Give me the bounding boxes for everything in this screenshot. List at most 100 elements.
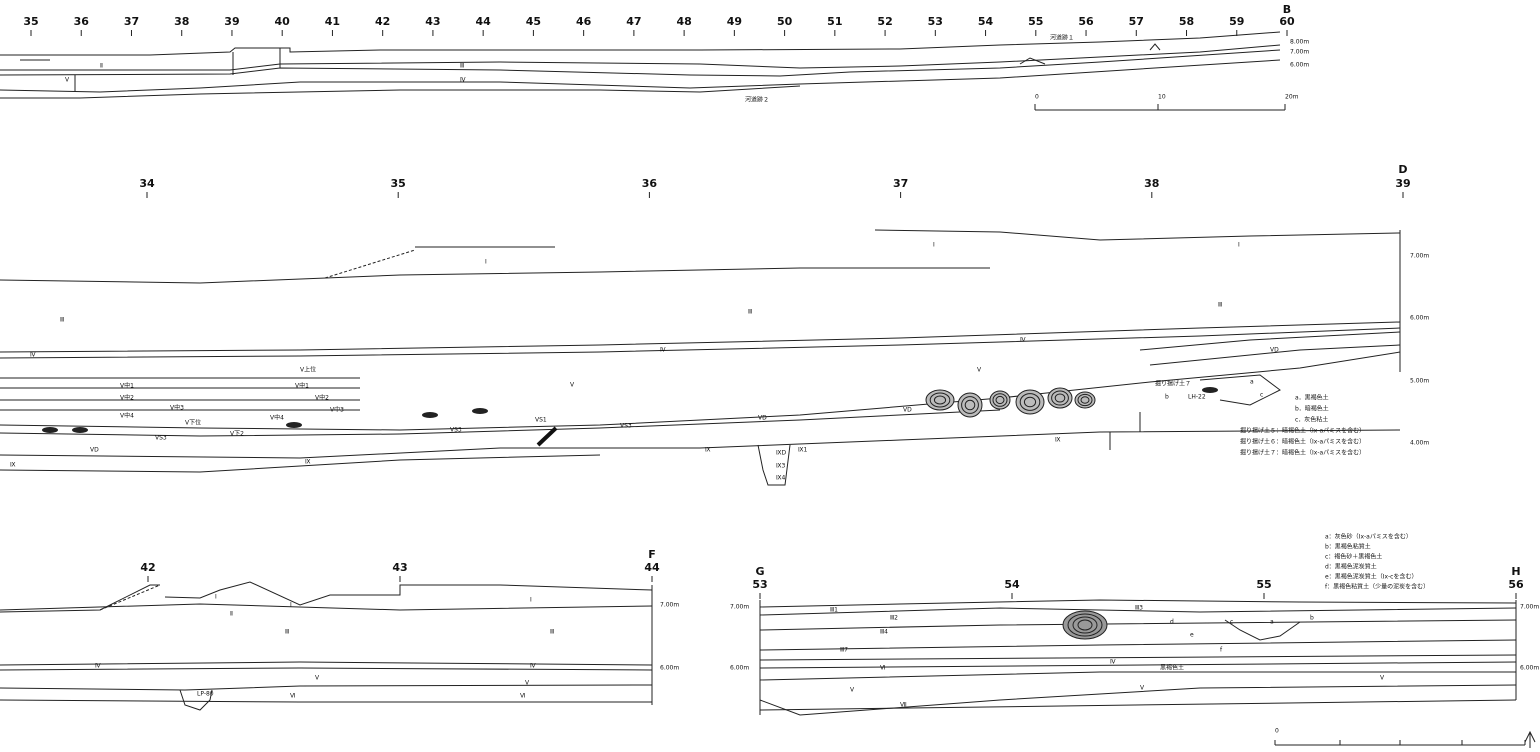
grid-number: 50	[777, 15, 793, 28]
legend-item: a：灰色砂（Ix-aパミスを含む）	[1325, 533, 1412, 541]
label: b	[1310, 615, 1314, 622]
stone	[964, 399, 976, 411]
stratum-line	[1139, 331, 1401, 351]
label: Ⅲ1	[830, 607, 838, 614]
label: 黒褐色土	[1160, 664, 1184, 672]
stone	[1019, 393, 1041, 411]
label: Ⅰ	[1238, 242, 1240, 249]
grid-number: 55	[1256, 578, 1271, 591]
grid-number: 41	[325, 15, 340, 28]
grid-number: 39	[1395, 177, 1410, 190]
stone	[1051, 390, 1069, 406]
stratum-line	[0, 85, 801, 99]
label: Ⅸ	[1055, 437, 1061, 444]
stratum-line	[759, 684, 1517, 716]
label: Ⅴ中4	[270, 414, 284, 422]
grid-number: 57	[1129, 15, 1144, 28]
grid-number: 42	[140, 561, 155, 574]
grid-number: 42	[375, 15, 390, 28]
grid-number: 52	[877, 15, 892, 28]
label: Ⅵ	[880, 665, 886, 672]
grid-number: 39	[224, 15, 239, 28]
grid-number: 44	[476, 15, 492, 28]
elevation-label: 6.00m	[1290, 62, 1309, 69]
stratum-line	[0, 59, 1281, 93]
legend-item: b．暗褐色土	[1295, 405, 1329, 413]
label: ⅤS3	[620, 423, 632, 430]
label: Ⅴ中1	[120, 382, 134, 390]
stone	[1062, 610, 1108, 640]
label: Ⅲ	[550, 629, 554, 636]
stratum-line	[0, 267, 990, 284]
label: Ⅴ中2	[120, 394, 134, 402]
stone	[1072, 616, 1098, 634]
grid-number: 56	[1078, 15, 1094, 28]
label: Ⅱ	[100, 63, 103, 70]
stone	[929, 392, 951, 408]
stratum-line	[759, 661, 1517, 669]
elevation-label: 7.00m	[1520, 604, 1539, 611]
grid-number: 55	[1028, 15, 1043, 28]
label: 河道跡１	[1050, 34, 1074, 42]
grid-number: 37	[893, 177, 908, 190]
stratum-line	[0, 321, 1401, 353]
grid-number: 47	[626, 15, 641, 28]
label: Ⅲ	[460, 63, 464, 70]
stratum-line	[759, 699, 1517, 711]
label: Ⅳ	[530, 663, 536, 670]
scale-label: 20m	[1285, 94, 1299, 101]
stratum-line	[0, 351, 1401, 431]
label: Ⅸ4	[776, 475, 786, 482]
stratum-line	[0, 454, 601, 473]
stratum-line	[1149, 43, 1161, 51]
label: Ⅰ	[933, 242, 935, 249]
elevation-label: 4.00m	[1410, 440, 1429, 447]
label: Ⅴ中4	[120, 412, 134, 420]
label: Ⅵ	[290, 693, 296, 700]
label: ⅤD	[90, 447, 99, 454]
label: Ⅴ	[1140, 685, 1145, 692]
grid-number: 38	[1144, 177, 1159, 190]
stratum-line	[759, 599, 1517, 608]
stone	[933, 395, 947, 405]
label: Ⅱ	[230, 611, 233, 618]
label: Ⅴ中3	[330, 406, 344, 414]
stone	[72, 427, 88, 433]
grid-number: 49	[727, 15, 742, 28]
label: ⅤD	[903, 407, 912, 414]
label: a	[1250, 379, 1254, 386]
label: Ⅸ	[305, 459, 311, 466]
elevation-label: 6.00m	[660, 665, 679, 672]
label: LH-22	[1188, 394, 1206, 401]
label: Ⅴ	[570, 382, 575, 389]
stone	[1023, 396, 1037, 408]
elevation-label: 7.00m	[660, 602, 679, 609]
section-letter: F	[648, 548, 656, 561]
label: Ⅰ	[215, 594, 217, 601]
grid-number: 53	[752, 578, 767, 591]
label: Ⅴ	[65, 77, 70, 84]
stratum-line	[1224, 619, 1301, 641]
grid-number: 56	[1508, 578, 1524, 591]
grid-number: 35	[23, 15, 38, 28]
label: Ⅴ上位	[300, 366, 316, 374]
stratum-line	[0, 603, 653, 611]
label: Ⅲ4	[880, 629, 888, 636]
stratum-line	[1199, 374, 1281, 406]
stratum-line	[0, 31, 1281, 56]
label: Ⅶ	[900, 702, 907, 709]
stone	[1077, 619, 1093, 631]
elevation-label: 6.00m	[730, 665, 749, 672]
stone	[961, 396, 979, 414]
stratum-line	[0, 49, 1281, 77]
stone	[42, 427, 58, 433]
grid-number: 58	[1179, 15, 1194, 28]
grid-number: 59	[1229, 15, 1244, 28]
label: ⅨD	[776, 450, 787, 457]
label: Ⅴ	[977, 367, 982, 374]
label: Ⅳ	[1020, 337, 1026, 344]
stone	[472, 408, 488, 414]
label: Ⅰ	[290, 602, 292, 609]
label: c	[1260, 392, 1263, 399]
stone	[286, 422, 302, 428]
